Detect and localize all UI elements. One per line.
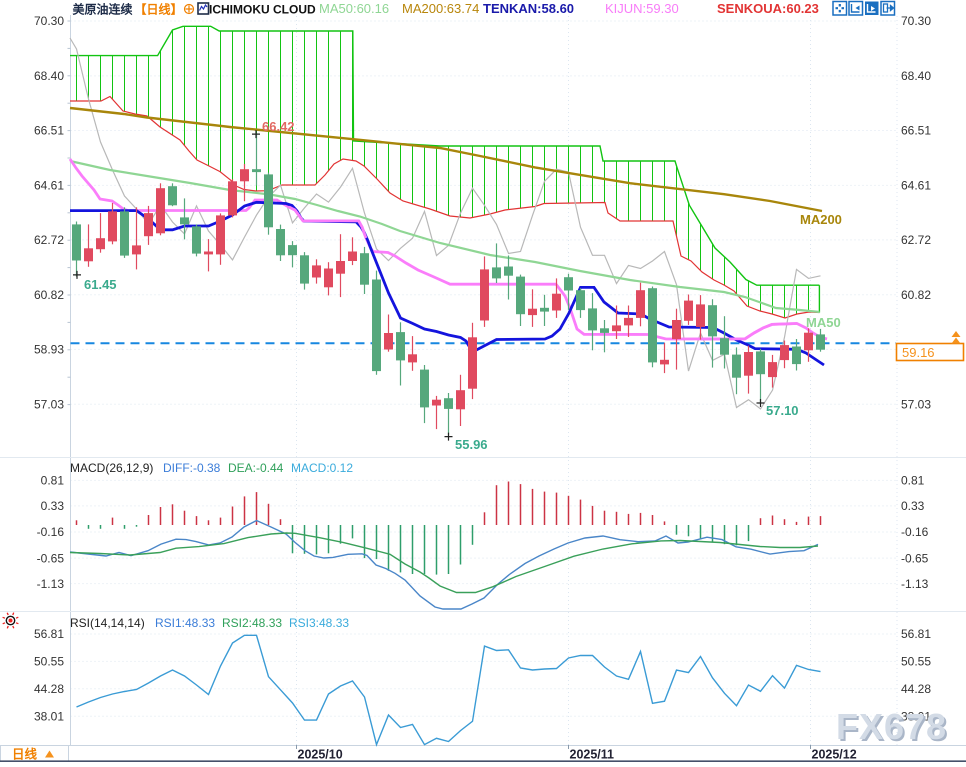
svg-text:MA50: MA50 (806, 315, 841, 330)
svg-text:0.81: 0.81 (901, 474, 925, 488)
svg-text:2025/10: 2025/10 (298, 748, 343, 762)
svg-text:66.51: 66.51 (901, 124, 931, 138)
svg-text:FX678: FX678 (838, 708, 949, 749)
svg-text:66.42: 66.42 (262, 119, 295, 134)
svg-text:44.28: 44.28 (34, 682, 64, 696)
svg-text:70.30: 70.30 (34, 14, 64, 28)
svg-text:DIFF:-0.38: DIFF:-0.38 (163, 461, 221, 475)
svg-text:SENKOUA:60.23: SENKOUA:60.23 (717, 1, 819, 16)
svg-text:MA200:63.74: MA200:63.74 (402, 1, 479, 16)
svg-text:0.33: 0.33 (901, 499, 925, 513)
svg-text:MACD(26,12,9): MACD(26,12,9) (70, 461, 153, 475)
svg-text:美原油连续: 美原油连续 (73, 2, 133, 17)
svg-text:38.01: 38.01 (901, 709, 931, 723)
svg-text:2025/11: 2025/11 (570, 748, 615, 762)
svg-text:55.96: 55.96 (455, 437, 488, 452)
svg-text:62.72: 62.72 (34, 233, 64, 247)
svg-text:66.51: 66.51 (34, 124, 64, 138)
svg-text:-0.65: -0.65 (37, 551, 65, 565)
svg-text:MACD:0.12: MACD:0.12 (291, 461, 353, 475)
svg-text:61.45: 61.45 (84, 277, 117, 292)
svg-text:FX678: FX678 (836, 706, 947, 747)
svg-text:57.03: 57.03 (901, 398, 931, 412)
svg-text:50.55: 50.55 (34, 655, 64, 669)
svg-text:KIJUN:59.30: KIJUN:59.30 (605, 1, 679, 16)
svg-text:50.55: 50.55 (901, 655, 931, 669)
svg-text:59.16: 59.16 (902, 345, 935, 360)
svg-text:56.81: 56.81 (901, 627, 931, 641)
svg-text:0.81: 0.81 (41, 474, 65, 488)
svg-text:【日线】: 【日线】 (135, 2, 183, 17)
svg-text:RSI(14,14,14): RSI(14,14,14) (70, 616, 145, 630)
svg-text:-0.16: -0.16 (37, 525, 65, 539)
svg-text:MA50:60.16: MA50:60.16 (319, 1, 389, 16)
svg-text:57.10: 57.10 (766, 403, 799, 418)
svg-text:68.40: 68.40 (34, 69, 64, 83)
svg-text:68.40: 68.40 (901, 69, 931, 83)
svg-text:60.82: 60.82 (901, 288, 931, 302)
svg-text:-0.65: -0.65 (901, 551, 929, 565)
svg-text:56.81: 56.81 (34, 627, 64, 641)
svg-text:日线: 日线 (12, 747, 38, 762)
svg-text:38.01: 38.01 (34, 709, 64, 723)
svg-text:58.93: 58.93 (34, 343, 64, 357)
svg-text:-0.16: -0.16 (901, 525, 929, 539)
svg-text:RSI3:48.33: RSI3:48.33 (289, 616, 349, 630)
svg-text:70.30: 70.30 (901, 14, 931, 28)
svg-text:RSI1:48.33: RSI1:48.33 (155, 616, 215, 630)
svg-text:TENKAN:58.60: TENKAN:58.60 (483, 1, 574, 16)
svg-text:60.82: 60.82 (34, 288, 64, 302)
svg-text:ICHIMOKU CLOUD: ICHIMOKU CLOUD (209, 3, 316, 17)
svg-text:RSI2:48.33: RSI2:48.33 (222, 616, 282, 630)
svg-text:DEA:-0.44: DEA:-0.44 (228, 461, 284, 475)
svg-text:2025/12: 2025/12 (812, 748, 857, 762)
svg-text:-1.13: -1.13 (901, 577, 929, 591)
svg-text:0.33: 0.33 (41, 499, 65, 513)
svg-text:MA200: MA200 (800, 212, 842, 227)
svg-text:64.61: 64.61 (34, 179, 64, 193)
svg-text:-1.13: -1.13 (37, 577, 65, 591)
svg-text:64.61: 64.61 (901, 179, 931, 193)
svg-text:44.28: 44.28 (901, 682, 931, 696)
svg-text:57.03: 57.03 (34, 398, 64, 412)
svg-text:62.72: 62.72 (901, 233, 931, 247)
